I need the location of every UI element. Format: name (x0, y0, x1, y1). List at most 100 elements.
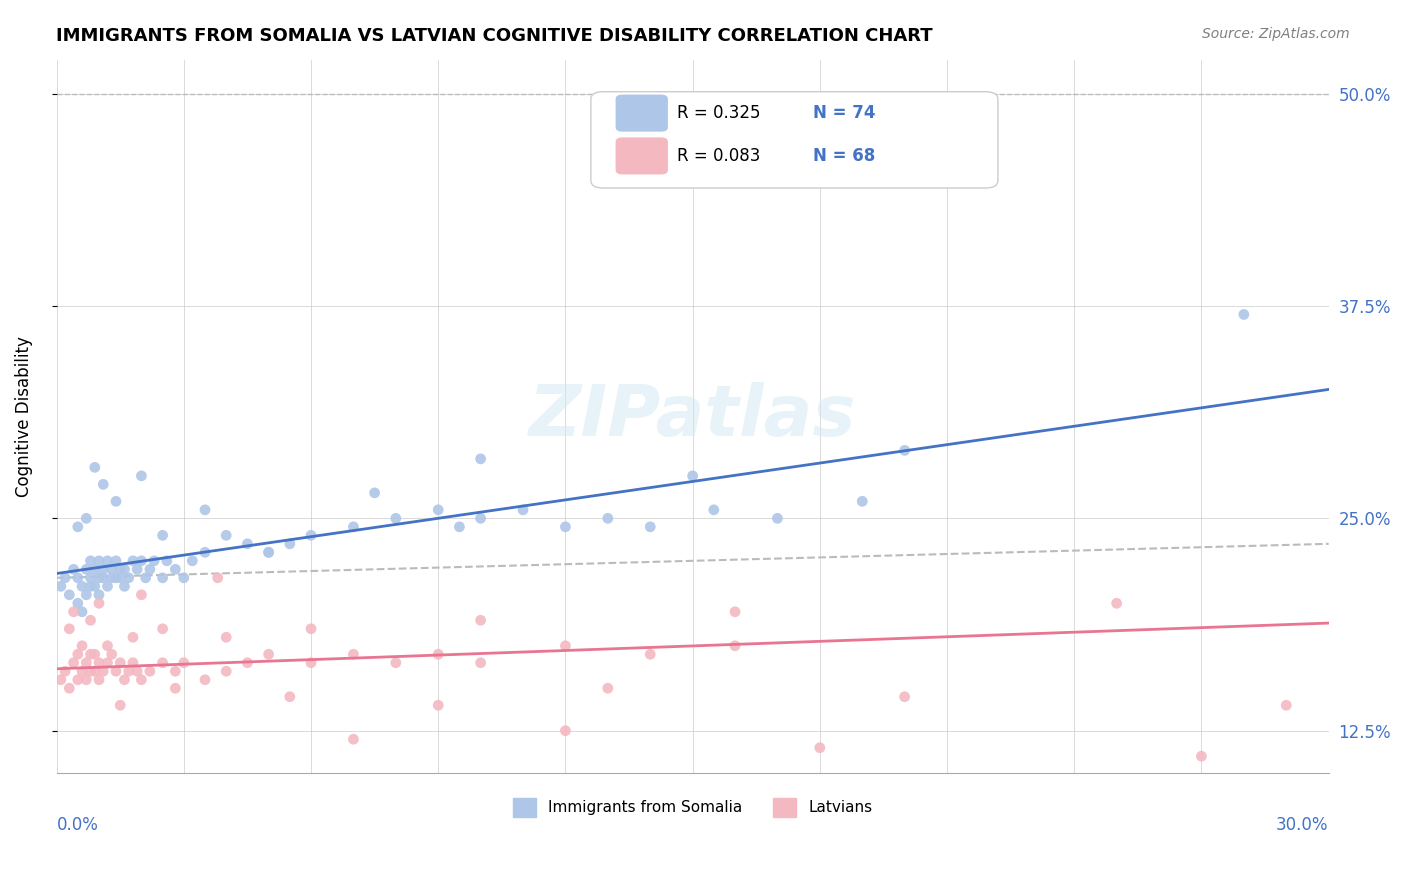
Point (104, 571, 127, 585)
Point (257, 647, 280, 661)
Point (100, 562, 122, 576)
Point (79, 665, 101, 679)
Point (470, 656, 492, 670)
Text: 30.0%: 30.0% (1277, 816, 1329, 834)
Point (96, 656, 118, 670)
Point (449, 520, 471, 534)
Point (724, 639, 747, 653)
Point (808, 740, 831, 755)
Point (110, 656, 132, 670)
Point (79, 571, 101, 585)
Point (131, 673, 153, 687)
Point (682, 468, 704, 483)
Point (215, 528, 238, 542)
Point (53, 571, 76, 585)
Point (83, 562, 105, 576)
Point (53, 665, 76, 679)
Point (152, 622, 174, 636)
Point (96, 639, 118, 653)
Point (135, 571, 157, 585)
Point (1233, 308, 1256, 322)
Point (79, 579, 101, 593)
Point (554, 520, 576, 534)
Point (165, 562, 187, 576)
Point (165, 681, 187, 696)
Point (554, 723, 576, 738)
Point (173, 571, 195, 585)
Point (299, 528, 322, 542)
Point (114, 579, 136, 593)
Point (299, 622, 322, 636)
Point (385, 656, 408, 670)
Point (257, 545, 280, 559)
Point (236, 656, 259, 670)
Point (194, 503, 217, 517)
Point (342, 732, 364, 747)
Point (79, 554, 101, 568)
Point (554, 639, 576, 653)
Point (152, 656, 174, 670)
Point (91, 562, 114, 576)
Point (596, 681, 619, 696)
Point (70, 665, 93, 679)
Point (703, 503, 725, 517)
Point (427, 503, 450, 517)
Point (100, 647, 122, 661)
Point (131, 588, 153, 602)
Point (83, 665, 105, 679)
Point (236, 537, 259, 551)
Point (62, 562, 84, 576)
Point (131, 554, 153, 568)
Point (114, 673, 136, 687)
Point (363, 486, 385, 500)
Point (70, 639, 93, 653)
Text: R = 0.083: R = 0.083 (678, 147, 761, 165)
Point (87, 554, 110, 568)
Point (207, 571, 229, 585)
Point (1191, 749, 1213, 764)
Point (470, 613, 492, 627)
Point (257, 545, 280, 559)
Point (278, 690, 301, 704)
Point (66, 571, 89, 585)
Point (104, 665, 127, 679)
Point (1105, 596, 1128, 610)
FancyBboxPatch shape (616, 138, 668, 174)
Point (49, 579, 72, 593)
Point (427, 647, 450, 661)
Point (83, 579, 105, 593)
Point (87, 596, 110, 610)
Point (893, 690, 915, 704)
Point (342, 647, 364, 661)
Point (104, 554, 127, 568)
Text: N = 74: N = 74 (814, 104, 876, 122)
Point (724, 605, 747, 619)
Point (181, 554, 204, 568)
Point (139, 562, 162, 576)
Point (122, 630, 145, 644)
Point (851, 494, 873, 508)
Point (75, 511, 97, 525)
Point (87, 588, 110, 602)
Point (83, 647, 105, 661)
Text: R = 0.325: R = 0.325 (678, 104, 761, 122)
Point (62, 605, 84, 619)
Legend: Immigrants from Somalia, Latvians: Immigrants from Somalia, Latvians (508, 792, 879, 822)
Point (299, 656, 322, 670)
Point (75, 656, 97, 670)
Point (215, 665, 238, 679)
Point (58, 588, 80, 602)
Point (70, 579, 93, 593)
Text: N = 68: N = 68 (814, 147, 876, 165)
Point (66, 673, 89, 687)
Point (66, 596, 89, 610)
Point (104, 494, 127, 508)
Point (385, 511, 408, 525)
Point (96, 554, 118, 568)
Text: Source: ZipAtlas.com: Source: ZipAtlas.com (1202, 27, 1350, 41)
Point (110, 571, 132, 585)
Point (58, 681, 80, 696)
Point (91, 571, 114, 585)
Point (638, 647, 661, 661)
Point (49, 673, 72, 687)
